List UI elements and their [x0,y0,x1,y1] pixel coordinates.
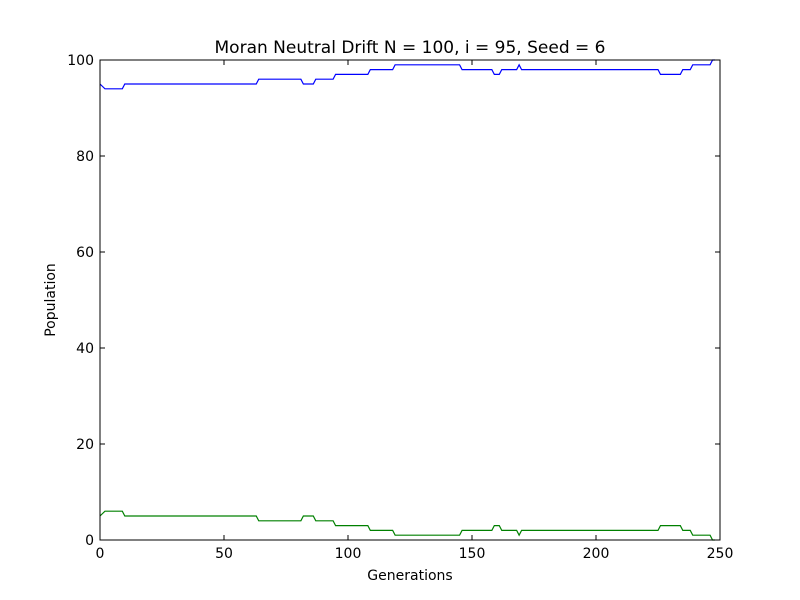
x-tick-label: 50 [215,546,233,562]
series-line-0 [99,59,716,90]
x-tick-label: 200 [583,546,610,562]
y-tick-label: 80 [76,149,94,165]
series-layer [99,59,716,541]
y-tick-label: 100 [67,53,94,69]
x-tick-label: 250 [707,546,734,562]
x-axis-label: Generations [367,568,452,584]
y-axis-label: Population [43,263,59,337]
y-tick-label: 40 [76,341,94,357]
ticks-layer: 0 50 100 150 200 250 0 20 40 60 80 100 [67,53,733,562]
x-tick-label: 0 [96,546,105,562]
y-tick-label: 60 [76,245,94,261]
chart-title: Moran Neutral Drift N = 100, i = 95, See… [215,38,606,58]
x-tick-label: 150 [459,546,486,562]
series-line-1 [99,510,716,541]
y-tick-label: 0 [85,533,94,549]
x-tick-label: 100 [335,546,362,562]
y-tick-label: 20 [76,437,94,453]
plot-frame [99,59,721,541]
